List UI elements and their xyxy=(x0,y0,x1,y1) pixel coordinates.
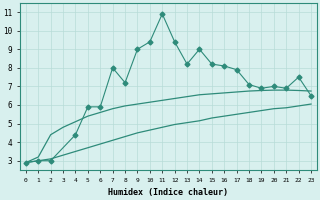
X-axis label: Humidex (Indice chaleur): Humidex (Indice chaleur) xyxy=(108,188,228,197)
